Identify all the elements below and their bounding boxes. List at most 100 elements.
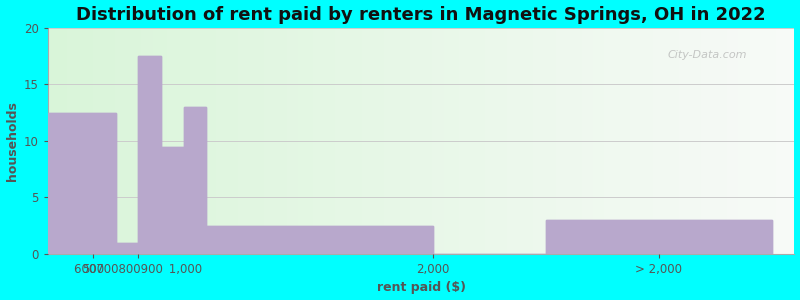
Bar xyxy=(768,28,772,254)
Bar xyxy=(402,28,406,254)
Bar xyxy=(608,28,611,254)
Bar xyxy=(115,28,119,254)
Bar xyxy=(478,28,481,254)
Bar xyxy=(145,28,149,254)
Bar xyxy=(97,28,100,254)
Bar xyxy=(458,28,462,254)
Bar xyxy=(156,28,160,254)
Bar xyxy=(48,28,52,254)
Bar xyxy=(190,28,194,254)
Bar xyxy=(619,28,622,254)
Bar xyxy=(604,28,608,254)
Bar xyxy=(698,28,701,254)
Bar xyxy=(765,28,768,254)
Bar xyxy=(593,28,597,254)
Bar xyxy=(343,28,346,254)
Bar xyxy=(52,28,55,254)
Bar xyxy=(122,28,126,254)
Bar xyxy=(111,28,115,254)
Bar xyxy=(302,28,306,254)
Bar xyxy=(231,28,234,254)
Bar xyxy=(444,28,447,254)
Bar xyxy=(313,28,317,254)
Bar xyxy=(220,28,223,254)
Bar xyxy=(496,28,500,254)
Bar xyxy=(164,28,167,254)
Bar xyxy=(738,28,742,254)
Bar xyxy=(783,28,787,254)
Bar xyxy=(530,28,533,254)
Bar xyxy=(134,28,138,254)
Bar xyxy=(578,28,582,254)
Bar xyxy=(55,28,59,254)
Bar xyxy=(82,28,86,254)
Bar xyxy=(518,28,522,254)
Bar xyxy=(116,243,138,254)
Bar xyxy=(335,28,339,254)
Bar xyxy=(206,226,433,254)
Bar xyxy=(611,28,615,254)
Bar xyxy=(234,28,238,254)
Bar xyxy=(70,28,74,254)
Bar xyxy=(492,28,496,254)
Bar xyxy=(59,28,63,254)
Bar xyxy=(283,28,287,254)
Bar xyxy=(653,28,656,254)
Bar xyxy=(265,28,268,254)
Bar xyxy=(425,28,429,254)
Bar xyxy=(638,28,642,254)
Bar xyxy=(223,28,227,254)
Bar xyxy=(332,28,335,254)
Bar xyxy=(242,28,246,254)
Bar xyxy=(119,28,122,254)
Bar xyxy=(246,28,250,254)
Bar xyxy=(671,28,675,254)
Bar xyxy=(380,28,384,254)
Bar xyxy=(160,28,164,254)
Bar xyxy=(138,56,161,254)
Bar xyxy=(694,28,698,254)
Bar xyxy=(93,28,97,254)
Bar xyxy=(712,28,716,254)
Bar xyxy=(108,28,111,254)
Bar xyxy=(757,28,761,254)
Bar xyxy=(388,28,391,254)
Bar xyxy=(89,28,93,254)
Bar xyxy=(205,28,209,254)
Bar xyxy=(746,28,750,254)
Bar xyxy=(690,28,694,254)
Bar xyxy=(78,28,82,254)
Bar xyxy=(194,28,198,254)
Bar xyxy=(48,112,116,254)
Bar xyxy=(503,28,507,254)
Bar xyxy=(546,220,772,254)
Bar xyxy=(362,28,366,254)
Bar xyxy=(544,28,548,254)
Bar xyxy=(167,28,171,254)
Y-axis label: households: households xyxy=(6,101,18,181)
Bar xyxy=(787,28,790,254)
Bar xyxy=(429,28,433,254)
Bar xyxy=(198,28,201,254)
Bar xyxy=(533,28,537,254)
Bar xyxy=(474,28,478,254)
Bar xyxy=(649,28,653,254)
Bar xyxy=(559,28,563,254)
Bar xyxy=(201,28,205,254)
Bar xyxy=(66,28,70,254)
Bar xyxy=(354,28,358,254)
Bar xyxy=(161,146,184,254)
Bar xyxy=(116,243,138,254)
Bar xyxy=(328,28,332,254)
Bar xyxy=(761,28,765,254)
Bar xyxy=(709,28,712,254)
Bar xyxy=(552,28,555,254)
Bar xyxy=(589,28,593,254)
Bar xyxy=(742,28,746,254)
Bar xyxy=(626,28,630,254)
Bar xyxy=(321,28,324,254)
Bar xyxy=(104,28,108,254)
Bar xyxy=(537,28,541,254)
Bar xyxy=(455,28,458,254)
Bar xyxy=(257,28,261,254)
